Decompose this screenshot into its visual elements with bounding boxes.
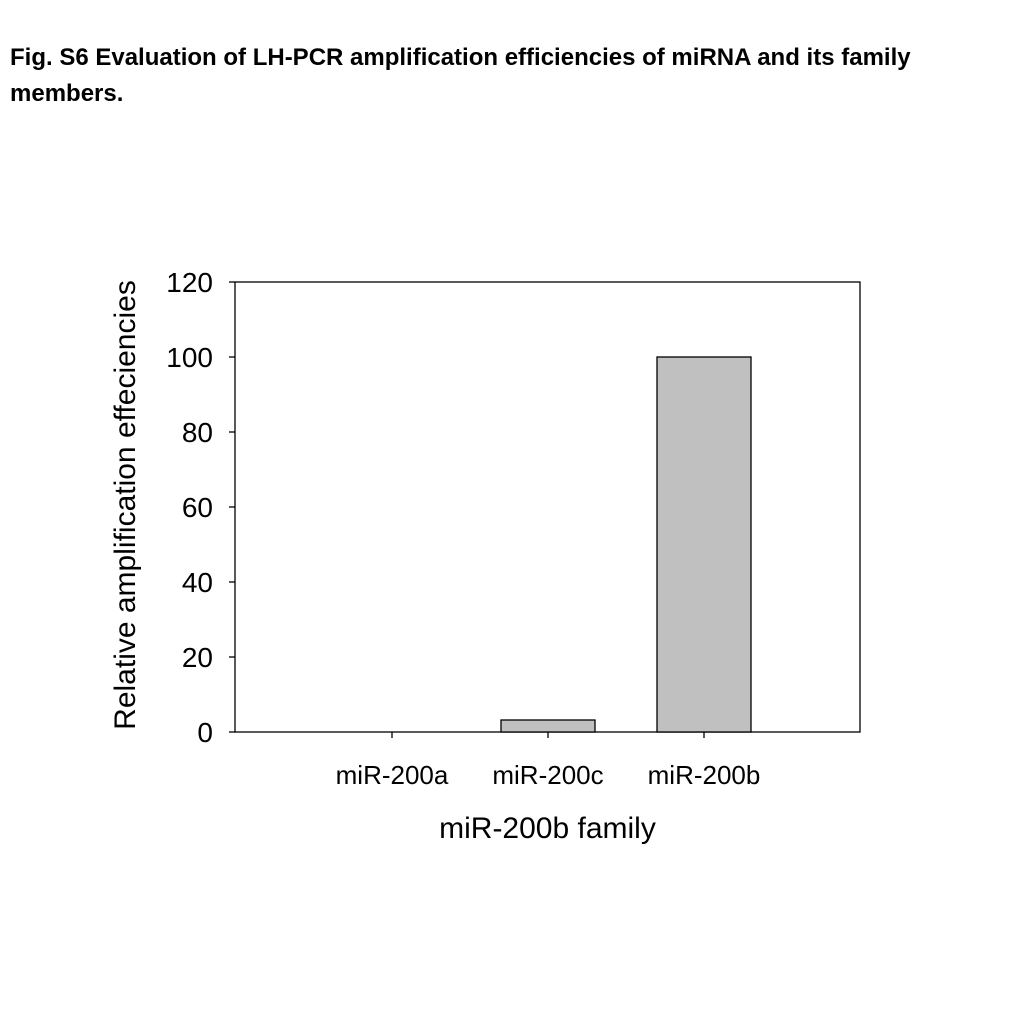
y-axis: 0 20 40 60 80 100 120 bbox=[166, 267, 235, 748]
y-tick-label: 120 bbox=[166, 267, 213, 298]
figure-caption: Fig. S6 Evaluation of LH-PCR amplificati… bbox=[10, 44, 911, 107]
plot-frame bbox=[234, 281, 861, 733]
bars bbox=[500, 356, 752, 733]
bar-miR-200c bbox=[500, 719, 596, 733]
y-axis-label: Relative amplification effeciencies bbox=[109, 280, 142, 730]
y-tick-label: 20 bbox=[182, 642, 213, 673]
y-tick-label: 0 bbox=[197, 717, 213, 748]
y-tick-label: 60 bbox=[182, 492, 213, 523]
y-tick-label: 40 bbox=[182, 567, 213, 598]
y-tick-label: 100 bbox=[166, 342, 213, 373]
y-tick-label: 80 bbox=[182, 417, 213, 448]
x-axis-label: miR-200b family bbox=[439, 812, 656, 845]
x-tick-label: miR-200a bbox=[336, 760, 449, 790]
bar-miR-200b bbox=[656, 356, 752, 733]
x-tick-label: miR-200b bbox=[648, 760, 761, 790]
x-axis: miR-200a miR-200c miR-200b bbox=[336, 732, 761, 790]
x-tick-label: miR-200c bbox=[492, 760, 603, 790]
